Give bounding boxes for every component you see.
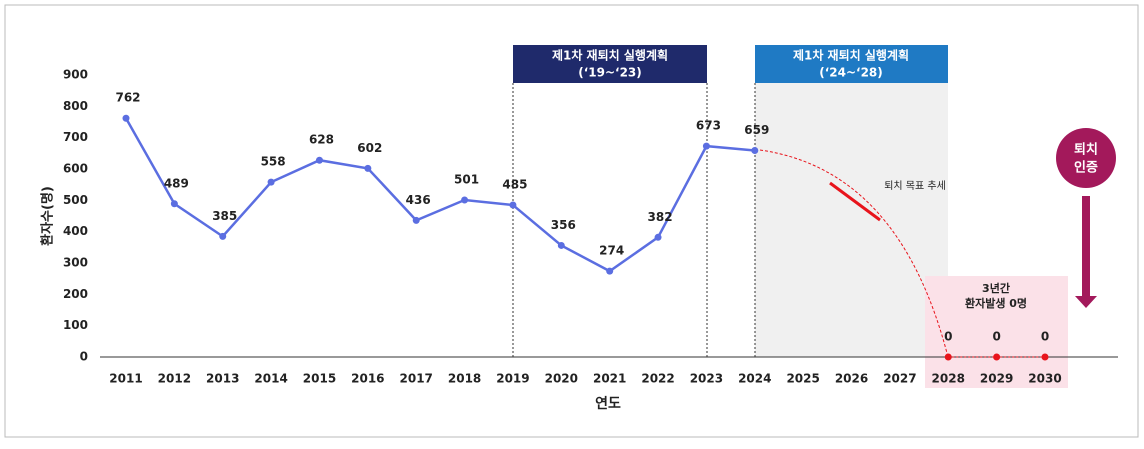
point [944, 353, 952, 361]
value-label: 628 [309, 133, 334, 147]
y-axis-label: 환자수(명) [40, 186, 56, 246]
y-tick-label: 200 [63, 287, 88, 301]
plan-title: 제1차 재퇴치 실행계획 [552, 48, 668, 63]
y-tick-label: 900 [63, 68, 88, 82]
x-tick-label: 2013 [206, 372, 239, 386]
cert-arrow [1075, 296, 1097, 308]
point [315, 156, 323, 164]
cert-text: 인증 [1074, 160, 1098, 176]
trend-line [759, 149, 949, 358]
y-tick-label: 100 [63, 318, 88, 332]
plan-title: 제1차 재퇴치 실행계획 [793, 48, 909, 63]
value-label: 501 [454, 173, 479, 187]
x-tick-label: 2019 [496, 372, 529, 386]
value-label: 274 [599, 244, 624, 258]
y-tick-label: 0 [80, 350, 88, 364]
point [219, 232, 227, 240]
value-label: 436 [406, 193, 431, 207]
cert-badge [1056, 128, 1116, 188]
x-tick-label: 2011 [109, 372, 142, 386]
plan-period: (‘19~‘23) [578, 66, 642, 80]
x-tick-label: 2023 [690, 372, 723, 386]
point [654, 233, 662, 241]
point [461, 196, 469, 204]
plan-period: (‘24~‘28) [819, 66, 883, 80]
shade [755, 83, 948, 357]
plan-box [513, 45, 707, 83]
x-tick-label: 2030 [1028, 372, 1061, 386]
point [1041, 353, 1049, 361]
plan-box [755, 45, 948, 83]
value-label: 382 [648, 210, 673, 224]
x-tick-label: 2020 [545, 372, 578, 386]
cert-arrow [1082, 196, 1090, 296]
x-tick-label: 2018 [448, 372, 481, 386]
x-tick-label: 2016 [351, 372, 384, 386]
zero-note: 환자발생 0명 [965, 296, 1027, 310]
x-tick-label: 2025 [786, 372, 819, 386]
value-label: 0 [1041, 330, 1049, 344]
value-label: 659 [744, 123, 769, 137]
cert-text: 퇴치 [1074, 142, 1098, 158]
x-tick-label: 2017 [400, 372, 433, 386]
x-tick-label: 2026 [835, 372, 868, 386]
point [509, 201, 517, 209]
y-tick-label: 800 [63, 99, 88, 113]
value-label: 602 [357, 141, 382, 155]
point [122, 114, 130, 122]
point [364, 164, 372, 172]
point [267, 178, 275, 186]
trend-arrow [829, 181, 881, 222]
y-tick-label: 700 [63, 130, 88, 144]
y-tick-label: 500 [63, 193, 88, 207]
point [170, 200, 178, 208]
point [606, 267, 614, 275]
value-label: 673 [696, 119, 721, 133]
y-tick-label: 600 [63, 162, 88, 176]
x-tick-label: 2022 [641, 372, 674, 386]
x-tick-label: 2024 [738, 372, 771, 386]
x-tick-label: 2027 [883, 372, 916, 386]
x-axis-label: 연도 [595, 396, 621, 412]
x-tick-label: 2021 [593, 372, 626, 386]
value-label: 0 [992, 330, 1000, 344]
x-tick-label: 2028 [932, 372, 965, 386]
point [993, 353, 1001, 361]
zero-note: 3년간 [982, 281, 1010, 295]
point [412, 216, 420, 224]
line [124, 117, 755, 273]
value-label: 385 [212, 209, 237, 223]
y-tick-label: 400 [63, 224, 88, 238]
value-label: 762 [115, 91, 140, 105]
point [702, 142, 710, 150]
point [557, 241, 565, 249]
value-label: 0 [944, 330, 952, 344]
value-label: 356 [551, 218, 576, 232]
value-label: 489 [164, 176, 189, 190]
trend-label: 퇴치 목표 추세 [884, 180, 946, 192]
zero-box [925, 276, 1068, 388]
value-label: 558 [261, 155, 286, 169]
x-tick-label: 2029 [980, 372, 1013, 386]
x-tick-label: 2012 [158, 372, 191, 386]
point [751, 147, 759, 155]
x-tick-label: 2014 [254, 372, 287, 386]
y-tick-label: 300 [63, 256, 88, 270]
value-label: 485 [502, 178, 527, 192]
x-tick-label: 2015 [303, 372, 336, 386]
